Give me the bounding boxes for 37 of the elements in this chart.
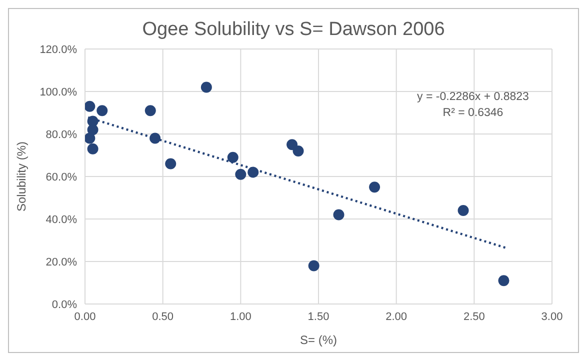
x-tick-label: 0.00 <box>74 310 96 323</box>
point <box>144 105 156 116</box>
annotation: y = -0.2286x + 0.8823 <box>416 90 530 105</box>
x-tick-label: 2.00 <box>386 310 408 323</box>
point <box>87 143 98 154</box>
y-tick-label: 100.0% <box>40 86 78 98</box>
x-tick-label: 3.00 <box>541 310 563 323</box>
y-tick-label: 0.0% <box>52 298 78 311</box>
point <box>85 132 96 144</box>
point <box>227 152 238 163</box>
point <box>248 166 259 178</box>
y-tick-label: 20.0% <box>46 256 78 268</box>
y-tick-label: 80.0% <box>46 128 78 141</box>
point <box>200 82 212 93</box>
x-tick-label: 0.50 <box>152 310 174 323</box>
x-tick-label: 1.50 <box>308 310 330 323</box>
point <box>458 205 469 216</box>
x-axis-title: S= (%) <box>300 333 338 347</box>
y-tick-label: 40.0% <box>46 214 78 226</box>
point <box>308 260 320 272</box>
point <box>235 168 246 180</box>
x-tick-label: 2.50 <box>463 310 485 323</box>
y-axis-title: Solubility (%) <box>14 141 28 212</box>
point <box>286 139 298 150</box>
chart-title: Ogee Solubility vs S= Dawson 2006 <box>141 19 446 41</box>
point <box>292 146 304 156</box>
y-tick-label: 120.0% <box>40 44 78 56</box>
point <box>85 100 96 112</box>
point <box>96 105 108 116</box>
point <box>369 182 380 193</box>
point <box>498 275 510 286</box>
x-tick-label: 1.00 <box>230 310 252 323</box>
point <box>333 209 344 220</box>
y-tick-label: 60.0% <box>46 171 78 184</box>
annotation: R² = 0.6346 <box>442 106 504 121</box>
point <box>165 158 176 170</box>
point <box>87 124 98 136</box>
